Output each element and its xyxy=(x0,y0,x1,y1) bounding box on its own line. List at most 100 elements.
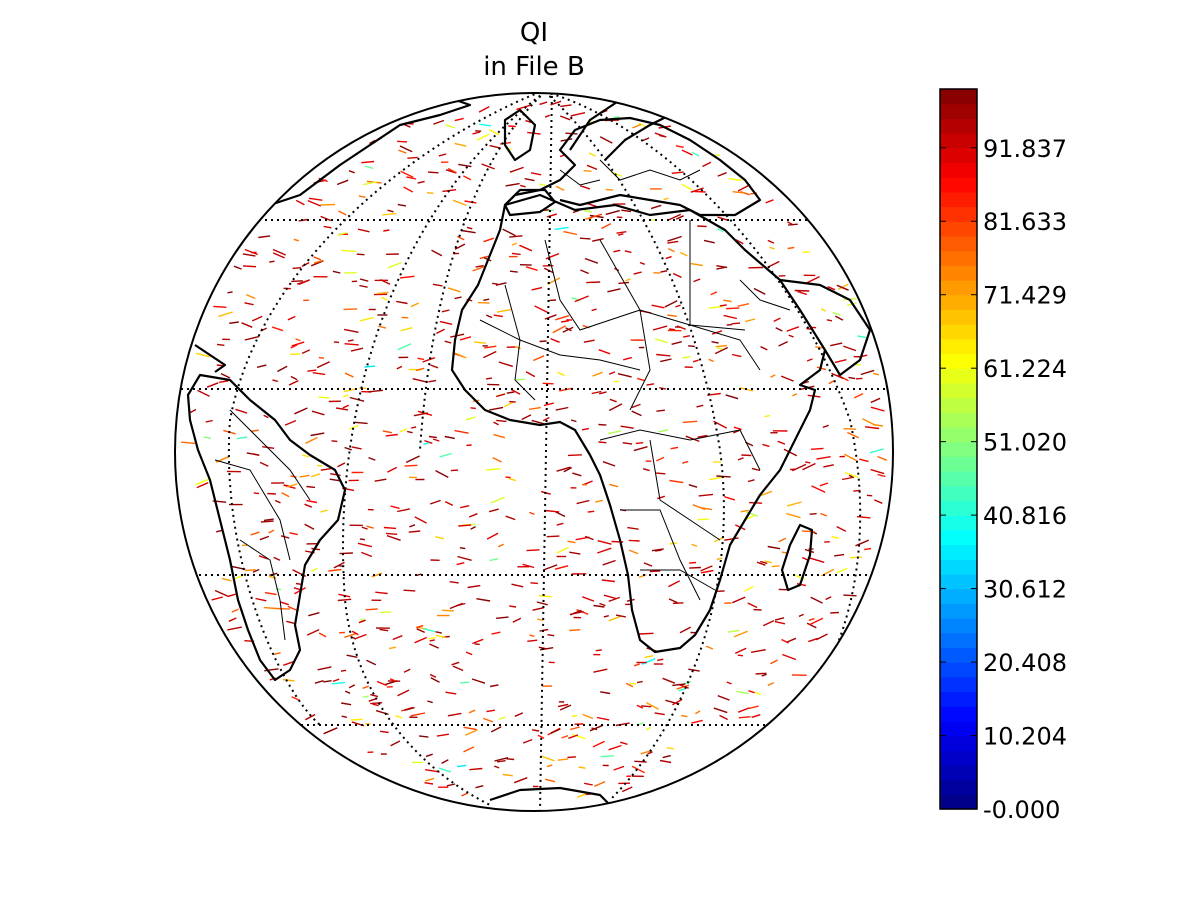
wind-vector xyxy=(307,199,321,207)
wind-vector xyxy=(498,716,506,721)
colorbar-band xyxy=(940,103,977,119)
wind-vector xyxy=(596,716,610,721)
wind-vector xyxy=(344,446,352,451)
wind-vector xyxy=(608,596,621,603)
wind-vector xyxy=(396,365,403,370)
wind-vector xyxy=(607,430,622,435)
wind-vector xyxy=(767,260,780,268)
wind-vector xyxy=(339,552,353,555)
wind-vector xyxy=(584,257,599,264)
wind-vector xyxy=(529,511,535,516)
wind-vector xyxy=(656,353,671,357)
wind-vector xyxy=(709,476,724,481)
wind-vector xyxy=(796,583,807,587)
wind-vector xyxy=(618,281,630,285)
wind-vector xyxy=(644,655,654,659)
colorbar-band xyxy=(940,603,977,619)
wind-vector xyxy=(410,712,426,717)
border-line xyxy=(640,569,716,591)
wind-vector xyxy=(290,375,298,381)
wind-vector xyxy=(483,350,497,359)
colorbar-band xyxy=(940,89,977,105)
wind-vector xyxy=(364,165,374,170)
wind-vector xyxy=(688,345,695,348)
wind-vector xyxy=(717,172,727,177)
wind-vector xyxy=(591,308,597,312)
wind-vector xyxy=(760,560,768,565)
wind-vector xyxy=(705,645,714,650)
wind-vector xyxy=(274,499,281,504)
wind-vector xyxy=(595,649,602,652)
antarctica-coastline xyxy=(489,786,611,806)
wind-vector xyxy=(848,376,856,380)
wind-vector xyxy=(569,610,584,616)
wind-vector xyxy=(683,335,691,338)
wind-vector xyxy=(419,735,429,738)
wind-vector xyxy=(508,477,517,482)
colorbar-band xyxy=(940,206,977,222)
wind-vector xyxy=(529,634,535,638)
wind-vector xyxy=(569,629,581,632)
wind-vector xyxy=(227,626,242,631)
wind-vector xyxy=(381,296,388,301)
wind-vector xyxy=(797,290,808,296)
wind-vector xyxy=(691,151,700,157)
wind-vector xyxy=(552,325,567,334)
wind-vector xyxy=(522,738,533,744)
wind-vector xyxy=(406,430,413,434)
wind-vector xyxy=(379,628,389,632)
wind-vector xyxy=(592,238,604,242)
wind-vector xyxy=(733,426,742,431)
wind-vector xyxy=(608,403,623,412)
colorbar-band xyxy=(940,426,977,443)
wind-vector xyxy=(425,753,433,758)
wind-vector xyxy=(688,668,700,672)
wind-vector xyxy=(770,374,776,378)
border-line xyxy=(599,429,761,471)
wind-vector xyxy=(299,474,310,478)
wind-vector xyxy=(806,275,820,284)
wind-vector xyxy=(269,260,275,263)
wind-vector xyxy=(806,358,813,362)
wind-vector xyxy=(424,782,434,785)
wind-vector xyxy=(869,448,884,454)
wind-vector xyxy=(304,503,313,508)
wind-vector xyxy=(717,228,724,233)
wind-vector xyxy=(615,722,630,727)
wind-vector xyxy=(306,628,320,636)
wind-vector xyxy=(253,492,260,495)
wind-vector xyxy=(320,215,332,222)
wind-vector xyxy=(570,112,586,117)
wind-vector xyxy=(414,516,427,524)
wind-vector xyxy=(639,632,654,635)
meridian-line xyxy=(544,93,725,801)
wind-vector xyxy=(819,482,829,487)
colorbar-band xyxy=(940,441,977,457)
wind-vector xyxy=(699,506,713,511)
wind-vector xyxy=(332,681,346,685)
wind-vector xyxy=(365,608,378,611)
border-line xyxy=(689,220,761,371)
colorbar-band xyxy=(940,647,977,663)
wind-vector xyxy=(344,271,357,274)
wind-vector xyxy=(603,615,609,618)
wind-vector xyxy=(450,469,459,472)
wind-vector xyxy=(556,546,569,554)
colorbar-band xyxy=(940,779,977,795)
wind-vector xyxy=(810,447,824,450)
wind-vector xyxy=(731,353,742,358)
wind-vector xyxy=(468,513,478,518)
wind-vector xyxy=(489,558,499,562)
colorbar-band xyxy=(940,529,977,546)
wind-vector xyxy=(767,239,775,244)
wind-vector xyxy=(825,596,832,601)
colorbar-band xyxy=(940,133,977,149)
britain-coastline xyxy=(503,108,537,162)
wind-vector xyxy=(546,764,553,768)
wind-vector xyxy=(695,710,701,715)
wind-vector xyxy=(682,420,698,424)
colorbar-band xyxy=(940,735,977,751)
border-line xyxy=(214,459,291,561)
wind-vector xyxy=(844,471,859,479)
wind-vector xyxy=(242,253,256,257)
